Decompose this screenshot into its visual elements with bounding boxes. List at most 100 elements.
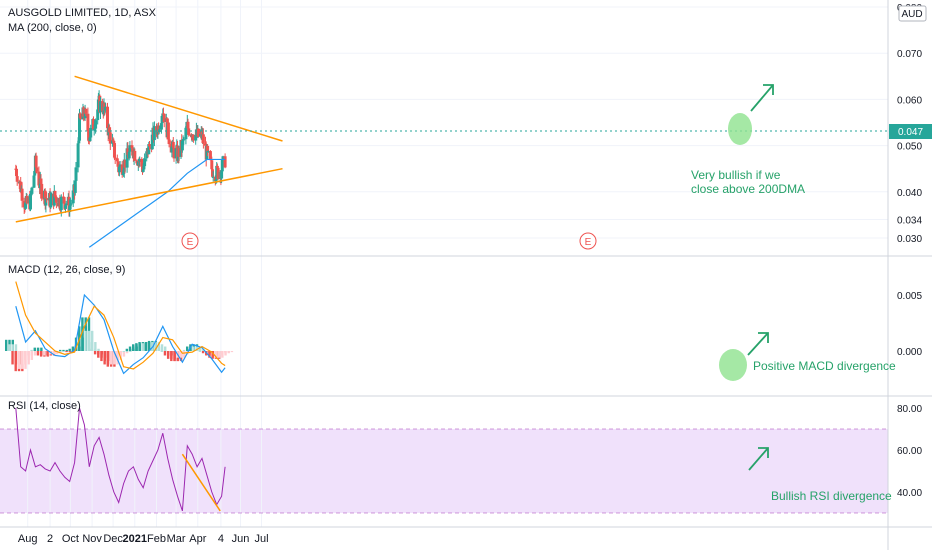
macd-histogram-bar xyxy=(94,348,97,351)
candle-body xyxy=(64,205,67,209)
candle-body xyxy=(117,166,121,173)
macd-histogram-bar xyxy=(182,349,186,351)
candle-body xyxy=(141,169,145,172)
time-tick-label: 2021 xyxy=(123,533,147,545)
macd-histogram-bar xyxy=(100,351,103,362)
ma-indicator-label[interactable]: MA (200, close, 0) xyxy=(8,22,97,34)
candle-body xyxy=(113,143,116,158)
candle-body xyxy=(54,196,58,198)
candle-body xyxy=(99,101,102,113)
upper-trendline[interactable] xyxy=(74,75,283,142)
candle-body xyxy=(112,140,116,144)
candle-body xyxy=(15,176,19,182)
candle-body xyxy=(87,140,91,142)
macd-histogram-bar xyxy=(81,317,84,351)
macd-histogram-bar xyxy=(40,347,43,351)
candle-body xyxy=(103,106,107,111)
macd-histogram-bar xyxy=(164,346,167,351)
candle-body xyxy=(221,156,225,160)
candle-body xyxy=(197,128,200,137)
macd-histogram-bar xyxy=(87,330,91,351)
macd-histogram-bar xyxy=(166,351,170,359)
candle-body xyxy=(204,143,207,146)
currency-badge[interactable]: AUD xyxy=(898,5,927,22)
candle-body xyxy=(191,134,195,139)
macd-histogram-bar xyxy=(30,349,33,351)
candle-body xyxy=(45,198,49,200)
candle-body xyxy=(29,193,32,210)
time-axis[interactable]: Aug 2 Oct Nov Dec 2021 Feb Mar Apr 4 Jun Jul xyxy=(18,533,269,545)
macd-line xyxy=(15,293,226,375)
macd-histogram-bar xyxy=(214,351,217,358)
candle-body xyxy=(182,139,186,141)
candle-body xyxy=(50,193,53,198)
candle-body xyxy=(157,129,161,133)
candle-body xyxy=(143,158,147,167)
price-tick-label: 0.050 xyxy=(897,142,922,153)
candle-body xyxy=(160,115,164,124)
macd-histogram-bar xyxy=(132,344,135,351)
earnings-marker-1[interactable]: E xyxy=(181,232,199,250)
macd-histogram-bar xyxy=(33,347,36,351)
candle-body xyxy=(108,127,112,133)
candle-body xyxy=(208,151,212,160)
candle-body xyxy=(93,128,97,130)
symbol-title[interactable]: AUSGOLD LIMITED, 1D, ASX xyxy=(8,7,156,19)
lower-trendline[interactable] xyxy=(15,167,283,223)
candle-body xyxy=(192,138,196,141)
price-arrow[interactable] xyxy=(750,84,774,112)
macd-histogram-bar xyxy=(20,351,24,365)
macd-histogram-bar xyxy=(125,351,129,354)
candle-body xyxy=(71,190,75,204)
macd-histogram-bar xyxy=(230,351,234,353)
macd-histogram-bar xyxy=(173,351,176,362)
price-highlight-ellipse[interactable] xyxy=(728,113,752,145)
macd-histogram-bar xyxy=(30,351,33,356)
earnings-marker-2[interactable]: E xyxy=(579,232,597,250)
candle-body xyxy=(92,129,96,131)
macd-signal-line xyxy=(15,281,226,370)
rsi-arrow[interactable] xyxy=(748,447,769,471)
macd-histogram-bar xyxy=(17,351,21,369)
macd-histogram-bar xyxy=(125,351,129,352)
candle-body xyxy=(115,158,119,162)
price-tick-label: 0.070 xyxy=(897,49,922,60)
candle-body xyxy=(53,190,57,197)
candle-body xyxy=(177,148,181,157)
macd-histogram-bar xyxy=(39,351,43,357)
macd-highlight-ellipse[interactable] xyxy=(719,349,747,381)
time-tick-label: Apr xyxy=(189,533,206,545)
price-candles xyxy=(14,90,227,217)
macd-histogram-bar xyxy=(87,342,90,351)
macd-histogram-bar xyxy=(11,344,14,351)
macd-histogram-bar xyxy=(94,342,97,351)
macd-histogram-bar xyxy=(198,348,202,351)
macd-arrow[interactable] xyxy=(747,332,769,356)
candle-body xyxy=(96,109,100,121)
candle-body xyxy=(172,147,176,159)
macd-histogram-bar xyxy=(160,351,163,352)
candle-body xyxy=(68,204,72,206)
candle-body xyxy=(128,145,132,152)
rsi-trendline[interactable] xyxy=(181,453,221,512)
macd-histogram-bar xyxy=(14,344,18,351)
candle-body xyxy=(133,150,137,161)
macd-histogram-bar xyxy=(211,351,214,359)
macd-histogram-bar xyxy=(112,351,116,360)
macd-histogram-bar xyxy=(36,347,40,351)
rsi-tick-label: 40.00 xyxy=(897,488,922,499)
macd-histogram-bar xyxy=(62,351,65,352)
candle-body xyxy=(159,123,163,130)
macd-histogram-bar xyxy=(5,339,8,351)
candle-body xyxy=(113,157,117,159)
macd-histogram-bar xyxy=(109,351,113,365)
currency-label: AUD xyxy=(901,9,922,20)
candle-body xyxy=(25,196,29,204)
macd-histogram-bar xyxy=(59,351,62,352)
rsi-indicator-label[interactable]: RSI (14, close) xyxy=(8,400,81,412)
macd-indicator-label[interactable]: MACD (12, 26, close, 9) xyxy=(8,264,126,276)
macd-histogram-bar xyxy=(179,351,183,355)
macd-histogram-bar xyxy=(59,351,62,354)
candle-body xyxy=(54,197,58,203)
